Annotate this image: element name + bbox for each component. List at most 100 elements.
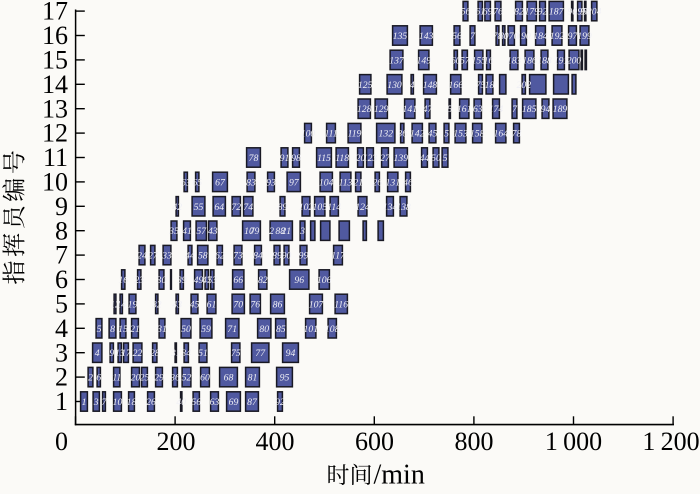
svg-text:9: 9 (109, 348, 114, 359)
svg-text:100: 100 (301, 129, 316, 140)
svg-text:1: 1 (55, 387, 68, 416)
svg-text:80: 80 (499, 31, 509, 42)
svg-text:26: 26 (146, 397, 156, 408)
svg-text:82: 82 (258, 275, 268, 286)
svg-text:195: 195 (573, 7, 588, 18)
svg-text:21: 21 (353, 177, 363, 188)
svg-text:17: 17 (121, 348, 132, 359)
svg-text:164: 164 (494, 129, 509, 140)
svg-text:94: 94 (541, 104, 551, 115)
svg-text:68: 68 (224, 373, 234, 384)
svg-text:600: 600 (355, 427, 394, 456)
svg-text:200: 200 (567, 55, 582, 66)
svg-text:21: 21 (281, 226, 291, 237)
svg-text:98: 98 (580, 7, 590, 18)
svg-text:66: 66 (233, 275, 243, 286)
svg-text:170: 170 (504, 31, 519, 42)
svg-text:80: 80 (259, 324, 269, 335)
svg-text:186: 186 (522, 55, 537, 66)
svg-text:43: 43 (172, 299, 182, 310)
svg-text:105: 105 (313, 202, 328, 213)
svg-text:63: 63 (473, 104, 483, 115)
svg-text:5: 5 (444, 129, 449, 140)
svg-text:166: 166 (449, 80, 464, 91)
svg-text:13: 13 (115, 348, 125, 359)
svg-text:12: 12 (42, 119, 68, 148)
svg-text:56: 56 (191, 397, 201, 408)
svg-text:56: 56 (452, 31, 462, 42)
svg-text:13: 13 (42, 94, 68, 123)
svg-text:158: 158 (470, 129, 485, 140)
svg-text:77: 77 (255, 348, 266, 359)
svg-text:95: 95 (280, 373, 290, 384)
svg-text:142: 142 (410, 129, 425, 140)
svg-text:12: 12 (110, 299, 120, 310)
svg-text:87: 87 (247, 397, 258, 408)
svg-text:141: 141 (403, 104, 418, 115)
svg-text:116: 116 (334, 299, 348, 310)
svg-text:99: 99 (299, 251, 309, 262)
svg-text:3: 3 (93, 397, 99, 408)
svg-text:2: 2 (88, 373, 93, 384)
svg-text:117: 117 (331, 251, 346, 262)
svg-text:85: 85 (276, 324, 286, 335)
svg-text:192: 192 (550, 31, 565, 42)
svg-text:1 000: 1 000 (545, 427, 602, 456)
svg-text:188: 188 (537, 55, 552, 66)
svg-text:183: 183 (507, 55, 522, 66)
svg-text:174: 174 (489, 104, 504, 115)
svg-text:135: 135 (393, 31, 408, 42)
svg-text:148: 148 (423, 80, 438, 91)
svg-text:184: 184 (533, 31, 548, 42)
svg-text:23: 23 (134, 275, 144, 286)
svg-text:139: 139 (394, 153, 409, 164)
svg-text:8: 8 (110, 324, 115, 335)
svg-text:10: 10 (113, 397, 123, 408)
svg-text:30: 30 (156, 275, 167, 286)
svg-text:128: 128 (357, 104, 372, 115)
svg-text:34: 34 (180, 348, 191, 359)
svg-text:137: 137 (389, 55, 405, 66)
svg-text:97: 97 (568, 31, 579, 42)
svg-text:36: 36 (396, 129, 407, 140)
svg-text:40: 40 (176, 397, 186, 408)
svg-text:179: 179 (525, 7, 540, 18)
svg-text:1: 1 (82, 397, 87, 408)
svg-text:14: 14 (42, 70, 68, 99)
svg-text:9: 9 (55, 192, 68, 221)
svg-text:62: 62 (215, 251, 225, 262)
svg-text:72: 72 (231, 202, 241, 213)
svg-text:58: 58 (198, 251, 208, 262)
svg-text:130: 130 (387, 80, 402, 91)
svg-text:0: 0 (55, 427, 68, 456)
svg-text:101: 101 (304, 324, 319, 335)
svg-text:69: 69 (483, 7, 493, 18)
svg-text:16: 16 (42, 21, 68, 50)
svg-text:15: 15 (42, 46, 68, 75)
svg-text:96: 96 (294, 275, 304, 286)
svg-text:11: 11 (112, 373, 121, 384)
svg-text:59: 59 (201, 324, 211, 335)
svg-text:18: 18 (485, 80, 495, 91)
svg-text:29: 29 (154, 373, 164, 384)
svg-text:6: 6 (55, 265, 68, 294)
svg-text:8: 8 (55, 216, 68, 245)
svg-text:27: 27 (380, 153, 391, 164)
svg-text:118: 118 (335, 153, 349, 164)
svg-text:86: 86 (273, 299, 283, 310)
svg-text:202: 202 (517, 80, 532, 91)
svg-text:143: 143 (419, 31, 434, 42)
svg-text:107: 107 (309, 299, 325, 310)
svg-text:21: 21 (130, 324, 140, 335)
svg-text:114: 114 (327, 202, 341, 213)
svg-text:84: 84 (253, 251, 263, 262)
svg-text:106: 106 (317, 275, 332, 286)
svg-text:31: 31 (156, 324, 167, 335)
svg-text:14: 14 (116, 299, 126, 310)
svg-text:56: 56 (461, 7, 471, 18)
svg-text:90: 90 (567, 7, 577, 18)
svg-text:61: 61 (207, 299, 217, 310)
svg-text:138: 138 (396, 202, 411, 213)
svg-text:51: 51 (198, 348, 208, 359)
svg-text:10: 10 (244, 226, 254, 237)
